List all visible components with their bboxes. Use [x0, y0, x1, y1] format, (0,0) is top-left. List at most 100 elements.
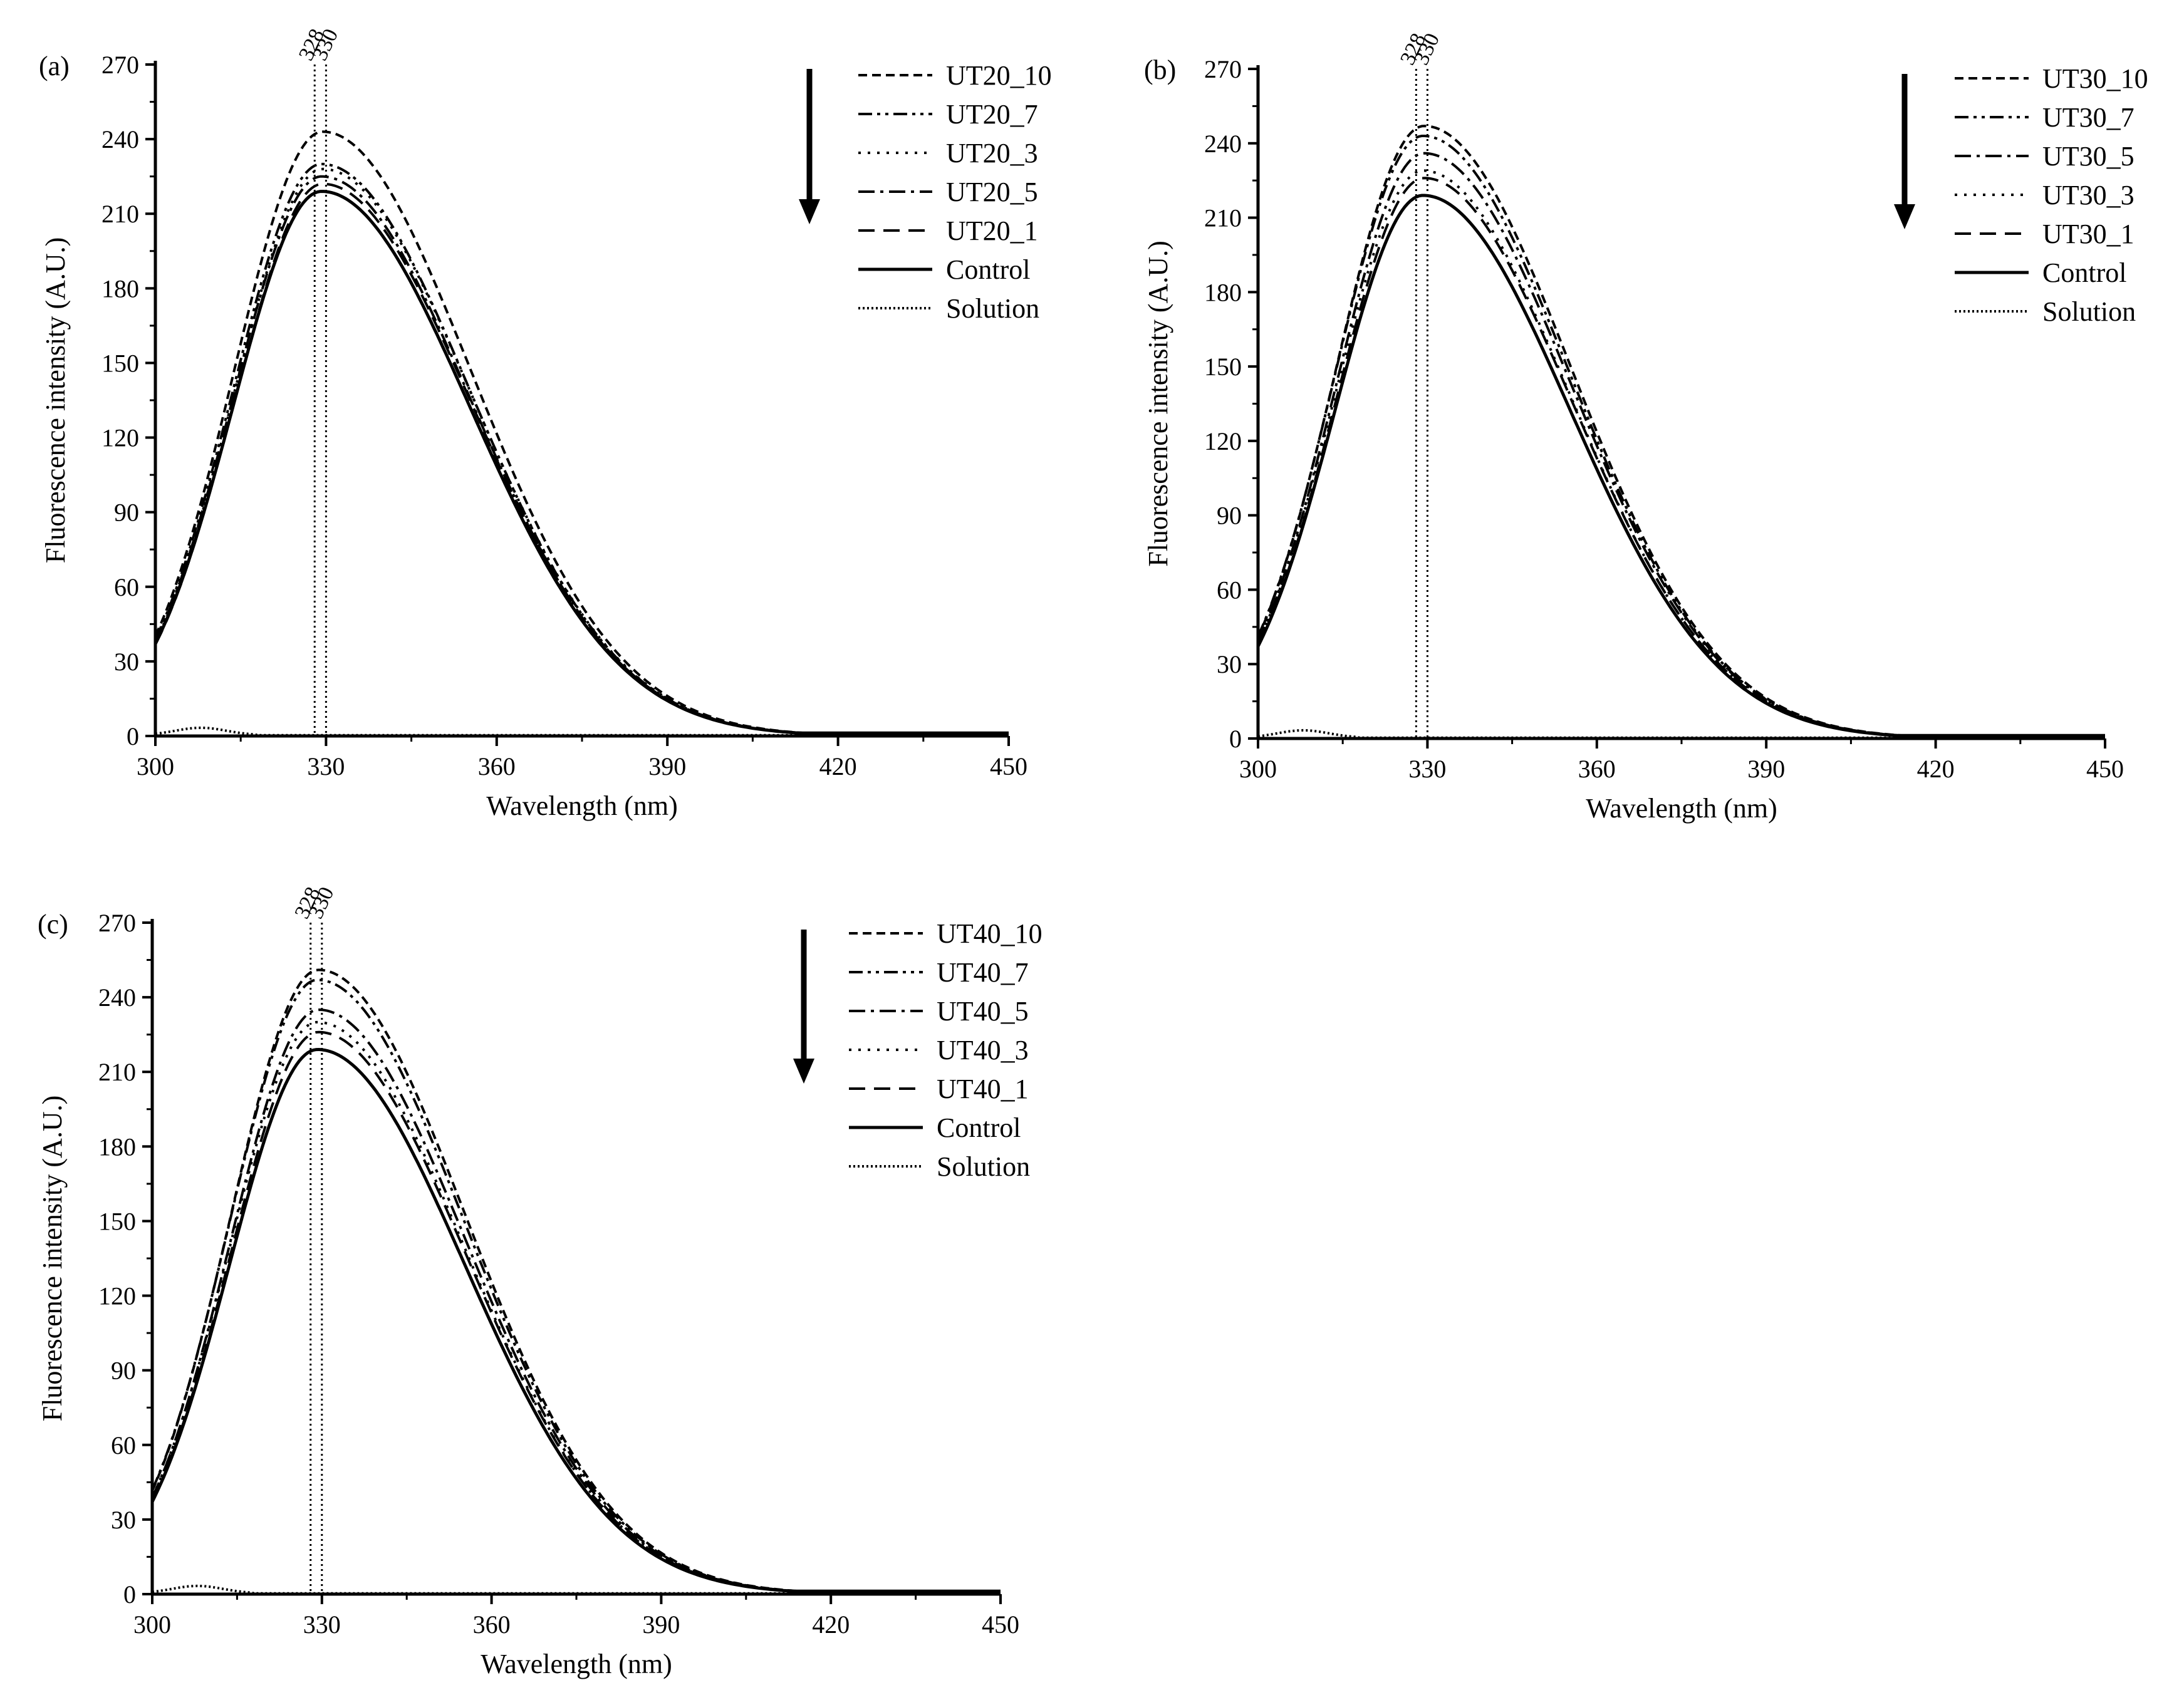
y-tick-label: 240 [101, 125, 139, 153]
y-tick-label: 150 [101, 349, 139, 377]
y-tick-label: 60 [114, 573, 139, 601]
y-axis-title: Fluorescence intensity (A.U.) [40, 237, 71, 564]
series-line-ut30-3 [1257, 169, 2105, 737]
x-tick-label: 420 [812, 1610, 850, 1639]
y-tick-label: 240 [1204, 130, 1242, 158]
series-line-ut30-1 [1257, 177, 2105, 737]
x-tick-label: 390 [1747, 755, 1785, 783]
x-tick-label: 330 [1408, 755, 1446, 783]
y-tick-label: 90 [114, 499, 139, 527]
legend-label: UT30_10 [2042, 63, 2148, 94]
y-tick-label: 60 [1217, 576, 1242, 604]
legend-label: UT40_5 [937, 996, 1029, 1027]
down-arrow-icon [1894, 204, 1915, 229]
legend-label: Solution [2042, 296, 2136, 327]
series-line-solution [1257, 728, 2105, 739]
series-line-ut20-5 [154, 175, 1009, 735]
series-line-solution [155, 726, 1009, 737]
y-tick-label: 0 [1229, 725, 1242, 753]
y-tick-label: 180 [1204, 278, 1242, 306]
legend-label: UT20_1 [946, 215, 1038, 246]
down-arrow-icon [799, 199, 820, 224]
y-tick-label: 30 [1217, 650, 1242, 678]
y-tick-label: 120 [98, 1282, 136, 1310]
series-line-ut20-3 [154, 167, 1009, 735]
x-tick-label: 360 [478, 752, 516, 780]
y-tick-label: 270 [98, 909, 136, 937]
chart-panel-2: (b) 300 330 360 390 420 450 0 30 60 90 120 150 180 210… [1143, 30, 2148, 824]
legend-label: Solution [937, 1151, 1030, 1182]
x-tick-label: 450 [990, 752, 1027, 780]
series-line-ut30-7 [1257, 135, 2105, 737]
down-arrow-icon [793, 1059, 814, 1084]
series-line-solution [152, 1584, 1001, 1595]
panel-label: (b) [1144, 54, 1176, 85]
x-axis-title: Wavelength (nm) [1586, 793, 1777, 824]
y-tick-label: 90 [1217, 502, 1242, 530]
x-tick-label: 360 [473, 1610, 511, 1639]
x-tick-label: 450 [2086, 755, 2124, 783]
legend-label: UT30_1 [2042, 219, 2135, 249]
legend-label: Control [946, 254, 1030, 285]
series-line-control [1256, 194, 2105, 737]
y-axis-title: Fluorescence intensity (A.U.) [1143, 241, 1173, 567]
x-tick-label: 330 [303, 1610, 341, 1639]
x-axis-title: Wavelength (nm) [486, 790, 678, 821]
x-tick-label: 390 [642, 1610, 680, 1639]
series-line-control [153, 189, 1009, 735]
x-tick-label: 360 [1578, 755, 1616, 783]
x-tick-label: 450 [982, 1610, 1019, 1639]
y-tick-label: 120 [101, 424, 139, 452]
series-line-ut20-10 [154, 130, 1009, 735]
panel-label: (a) [39, 51, 70, 81]
series-line-ut40-7 [151, 978, 1001, 1593]
legend-label: UT40_3 [937, 1035, 1029, 1065]
y-tick-label: 30 [114, 648, 139, 676]
legend-label: Control [937, 1112, 1021, 1143]
series-line-ut20-1 [154, 182, 1009, 735]
chart-panel-3: (c) 300 330 360 390 420 450 0 30 60 90 120 150 180 210… [37, 884, 1043, 1679]
chart-panel-1: (a) 300 330 360 390 420 450 0 30 60 90 120 150 180 210… [39, 26, 1052, 821]
legend-label: UT30_5 [2042, 141, 2135, 172]
y-axis-title: Fluorescence intensity (A.U.) [37, 1096, 68, 1422]
legend-label: Solution [946, 293, 1039, 324]
y-tick-label: 0 [127, 722, 139, 750]
y-tick-label: 150 [98, 1207, 136, 1235]
series-line-ut20-7 [154, 162, 1009, 735]
legend-label: UT30_3 [2042, 180, 2135, 210]
legend-label: Control [2042, 257, 2126, 288]
y-tick-label: 120 [1204, 427, 1242, 455]
x-tick-label: 330 [307, 752, 345, 780]
legend-label: UT20_3 [946, 138, 1038, 168]
y-tick-label: 180 [101, 274, 139, 303]
panel-label: (c) [38, 909, 68, 940]
x-tick-label: 390 [648, 752, 686, 780]
y-tick-label: 60 [111, 1431, 136, 1459]
y-tick-label: 270 [1204, 55, 1242, 83]
x-tick-label: 420 [1917, 755, 1955, 783]
x-axis-title: Wavelength (nm) [481, 1649, 672, 1679]
y-tick-label: 30 [111, 1506, 136, 1534]
x-tick-label: 300 [1239, 755, 1277, 783]
series-line-control [150, 1047, 1001, 1593]
x-tick-label: 300 [137, 752, 174, 780]
x-tick-label: 420 [819, 752, 857, 780]
y-tick-label: 210 [98, 1058, 136, 1086]
legend-label: UT40_1 [937, 1074, 1029, 1104]
y-tick-label: 210 [101, 200, 139, 228]
legend-label: UT20_10 [946, 60, 1052, 91]
legend-label: UT30_7 [2042, 102, 2135, 133]
y-tick-label: 240 [98, 983, 136, 1012]
y-tick-label: 270 [101, 51, 139, 79]
y-tick-label: 90 [111, 1357, 136, 1385]
y-tick-label: 0 [123, 1580, 136, 1609]
series-line-ut30-10 [1257, 125, 2105, 737]
legend-label: UT20_5 [946, 177, 1038, 207]
legend-label: UT40_10 [937, 918, 1043, 949]
legend-label: UT40_7 [937, 957, 1029, 988]
series-line-ut40-3 [151, 1020, 1001, 1593]
x-tick-label: 300 [133, 1610, 171, 1639]
y-tick-label: 180 [98, 1132, 136, 1161]
series-line-ut40-1 [151, 1030, 1001, 1593]
